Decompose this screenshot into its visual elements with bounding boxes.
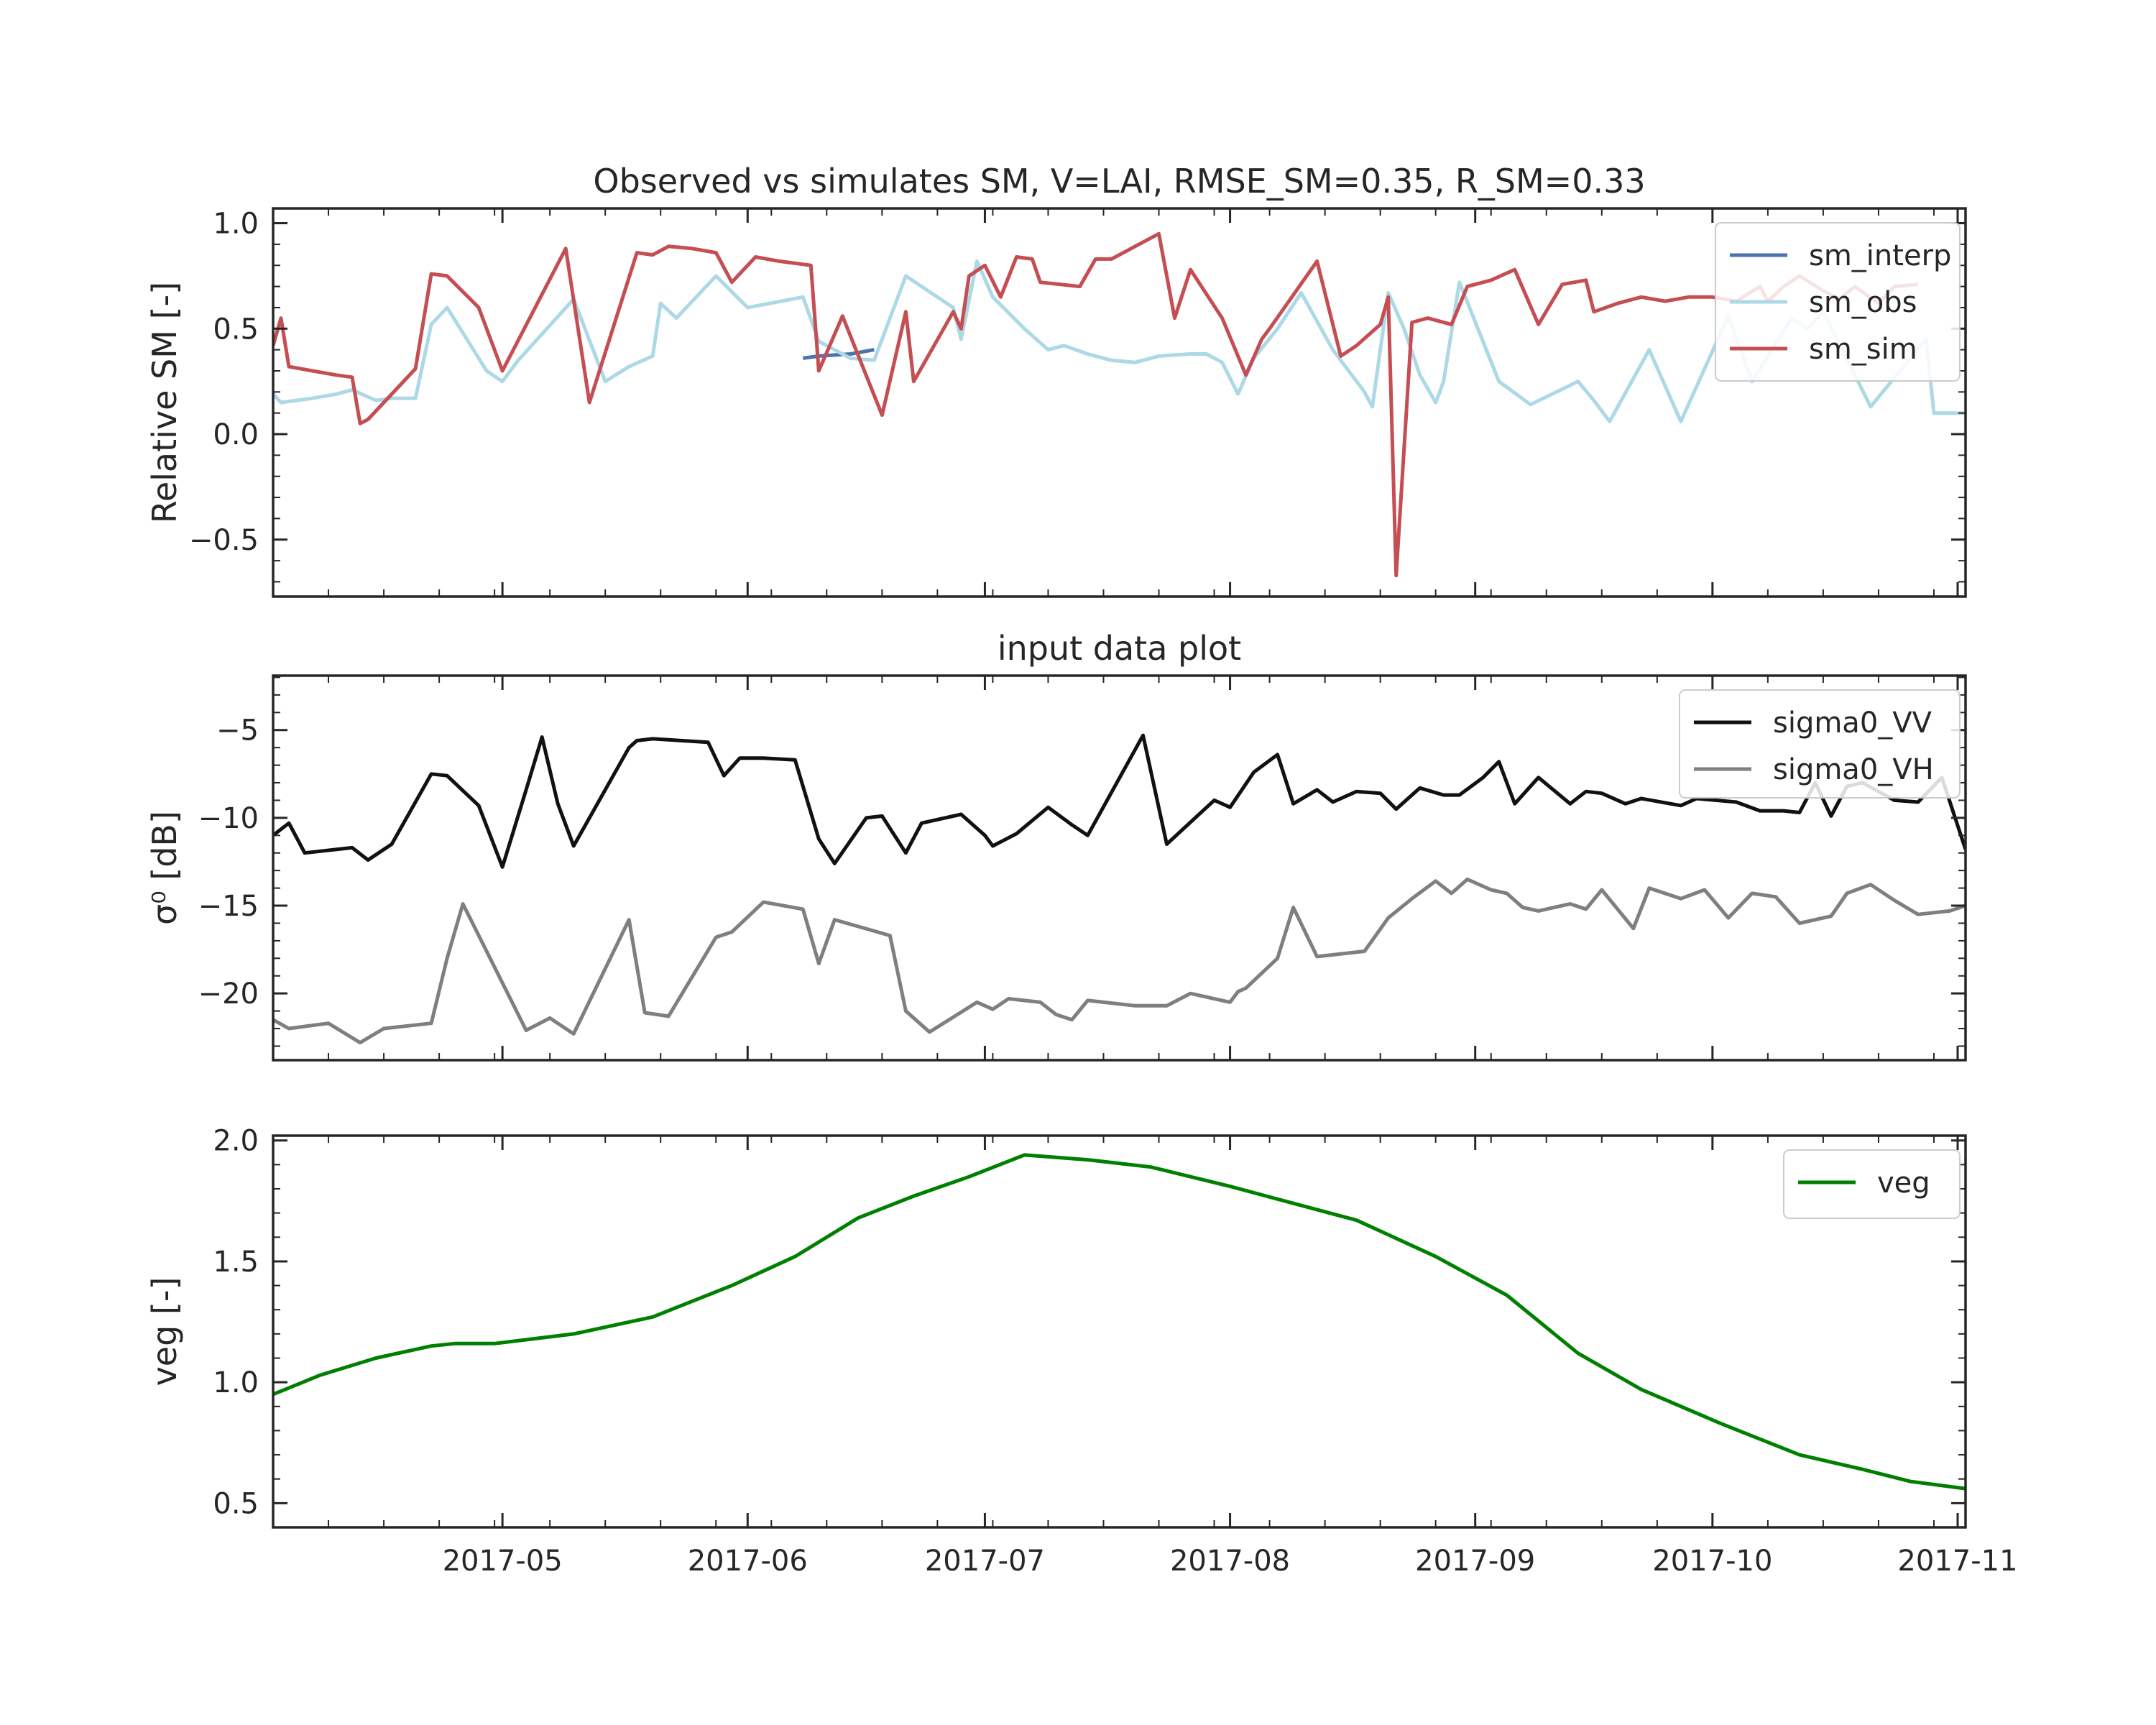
x-tick-label: 2017-09 bbox=[1415, 1545, 1535, 1578]
legend-label-sm_obs: sm_obs bbox=[1809, 286, 1917, 319]
legend-box bbox=[1783, 1149, 1961, 1219]
x-tick-label: 2017-11 bbox=[1897, 1545, 2017, 1578]
series-line-sm_interp bbox=[802, 348, 875, 360]
y-axis-label: σ⁰ [dB] bbox=[145, 811, 184, 925]
legend-label-sm_interp: sm_interp bbox=[1809, 239, 1951, 272]
legend-label-sigma0_VV: sigma0_VV bbox=[1773, 707, 1932, 740]
y-tick-label: 2.0 bbox=[213, 1125, 259, 1158]
legend-label-sm_sim: sm_sim bbox=[1809, 333, 1917, 366]
y-tick-label: −10 bbox=[198, 802, 259, 835]
series-line-sm_obs bbox=[273, 259, 1966, 423]
x-tick-label: 2017-05 bbox=[443, 1545, 563, 1578]
y-tick-label: −20 bbox=[198, 978, 259, 1011]
plot-frame bbox=[272, 207, 1967, 598]
plot-frame bbox=[272, 1134, 1967, 1529]
y-axis-label: veg [-] bbox=[145, 1277, 184, 1386]
y-tick-label: −0.5 bbox=[189, 524, 259, 557]
series-line-sm_sim bbox=[273, 231, 1919, 578]
legend-box bbox=[1715, 222, 1961, 382]
panel-2: −5 −10 −15 −20 input data plot σ⁰ [dB] sigma0_… bbox=[145, 629, 1967, 1062]
y-tick-label: 0.5 bbox=[213, 1487, 259, 1520]
y-tick-label: 0.5 bbox=[213, 313, 259, 346]
y-axis-label: Relative SM [-] bbox=[145, 282, 184, 523]
series-group bbox=[273, 231, 1966, 578]
panel-title: Observed vs simulates SM, V=LAI, RMSE_SM… bbox=[593, 162, 1645, 201]
x-tick-label: 2017-07 bbox=[925, 1545, 1045, 1578]
x-tick-label: 2017-08 bbox=[1170, 1545, 1290, 1578]
legend-label-sigma0_VH: sigma0_VH bbox=[1773, 753, 1934, 786]
legend-label-veg: veg bbox=[1877, 1167, 1930, 1200]
y-tick-label: −5 bbox=[216, 714, 259, 748]
panel-1: 1.0 0.5 0.0 −0.5 Observed vs simulates SM, V… bbox=[145, 162, 1967, 598]
y-tick-label: 1.5 bbox=[213, 1246, 259, 1279]
y-tick-label: 1.0 bbox=[213, 208, 259, 241]
x-tick-label: 2017-10 bbox=[1652, 1545, 1772, 1578]
y-tick-label: 1.0 bbox=[213, 1366, 259, 1399]
x-tick-label: 2017-06 bbox=[688, 1545, 808, 1578]
y-tick-label: 0.0 bbox=[213, 418, 259, 451]
series-group bbox=[273, 1153, 1966, 1491]
series-line-sigma0_VH bbox=[273, 877, 1966, 1045]
plot-frame bbox=[272, 674, 1967, 1062]
panel-title: input data plot bbox=[998, 629, 1241, 668]
series-line-veg bbox=[273, 1153, 1966, 1491]
panel-3: 2.0 1.5 1.0 0.5 veg [-] veg bbox=[145, 1125, 1967, 1529]
y-tick-label: −15 bbox=[198, 890, 259, 923]
